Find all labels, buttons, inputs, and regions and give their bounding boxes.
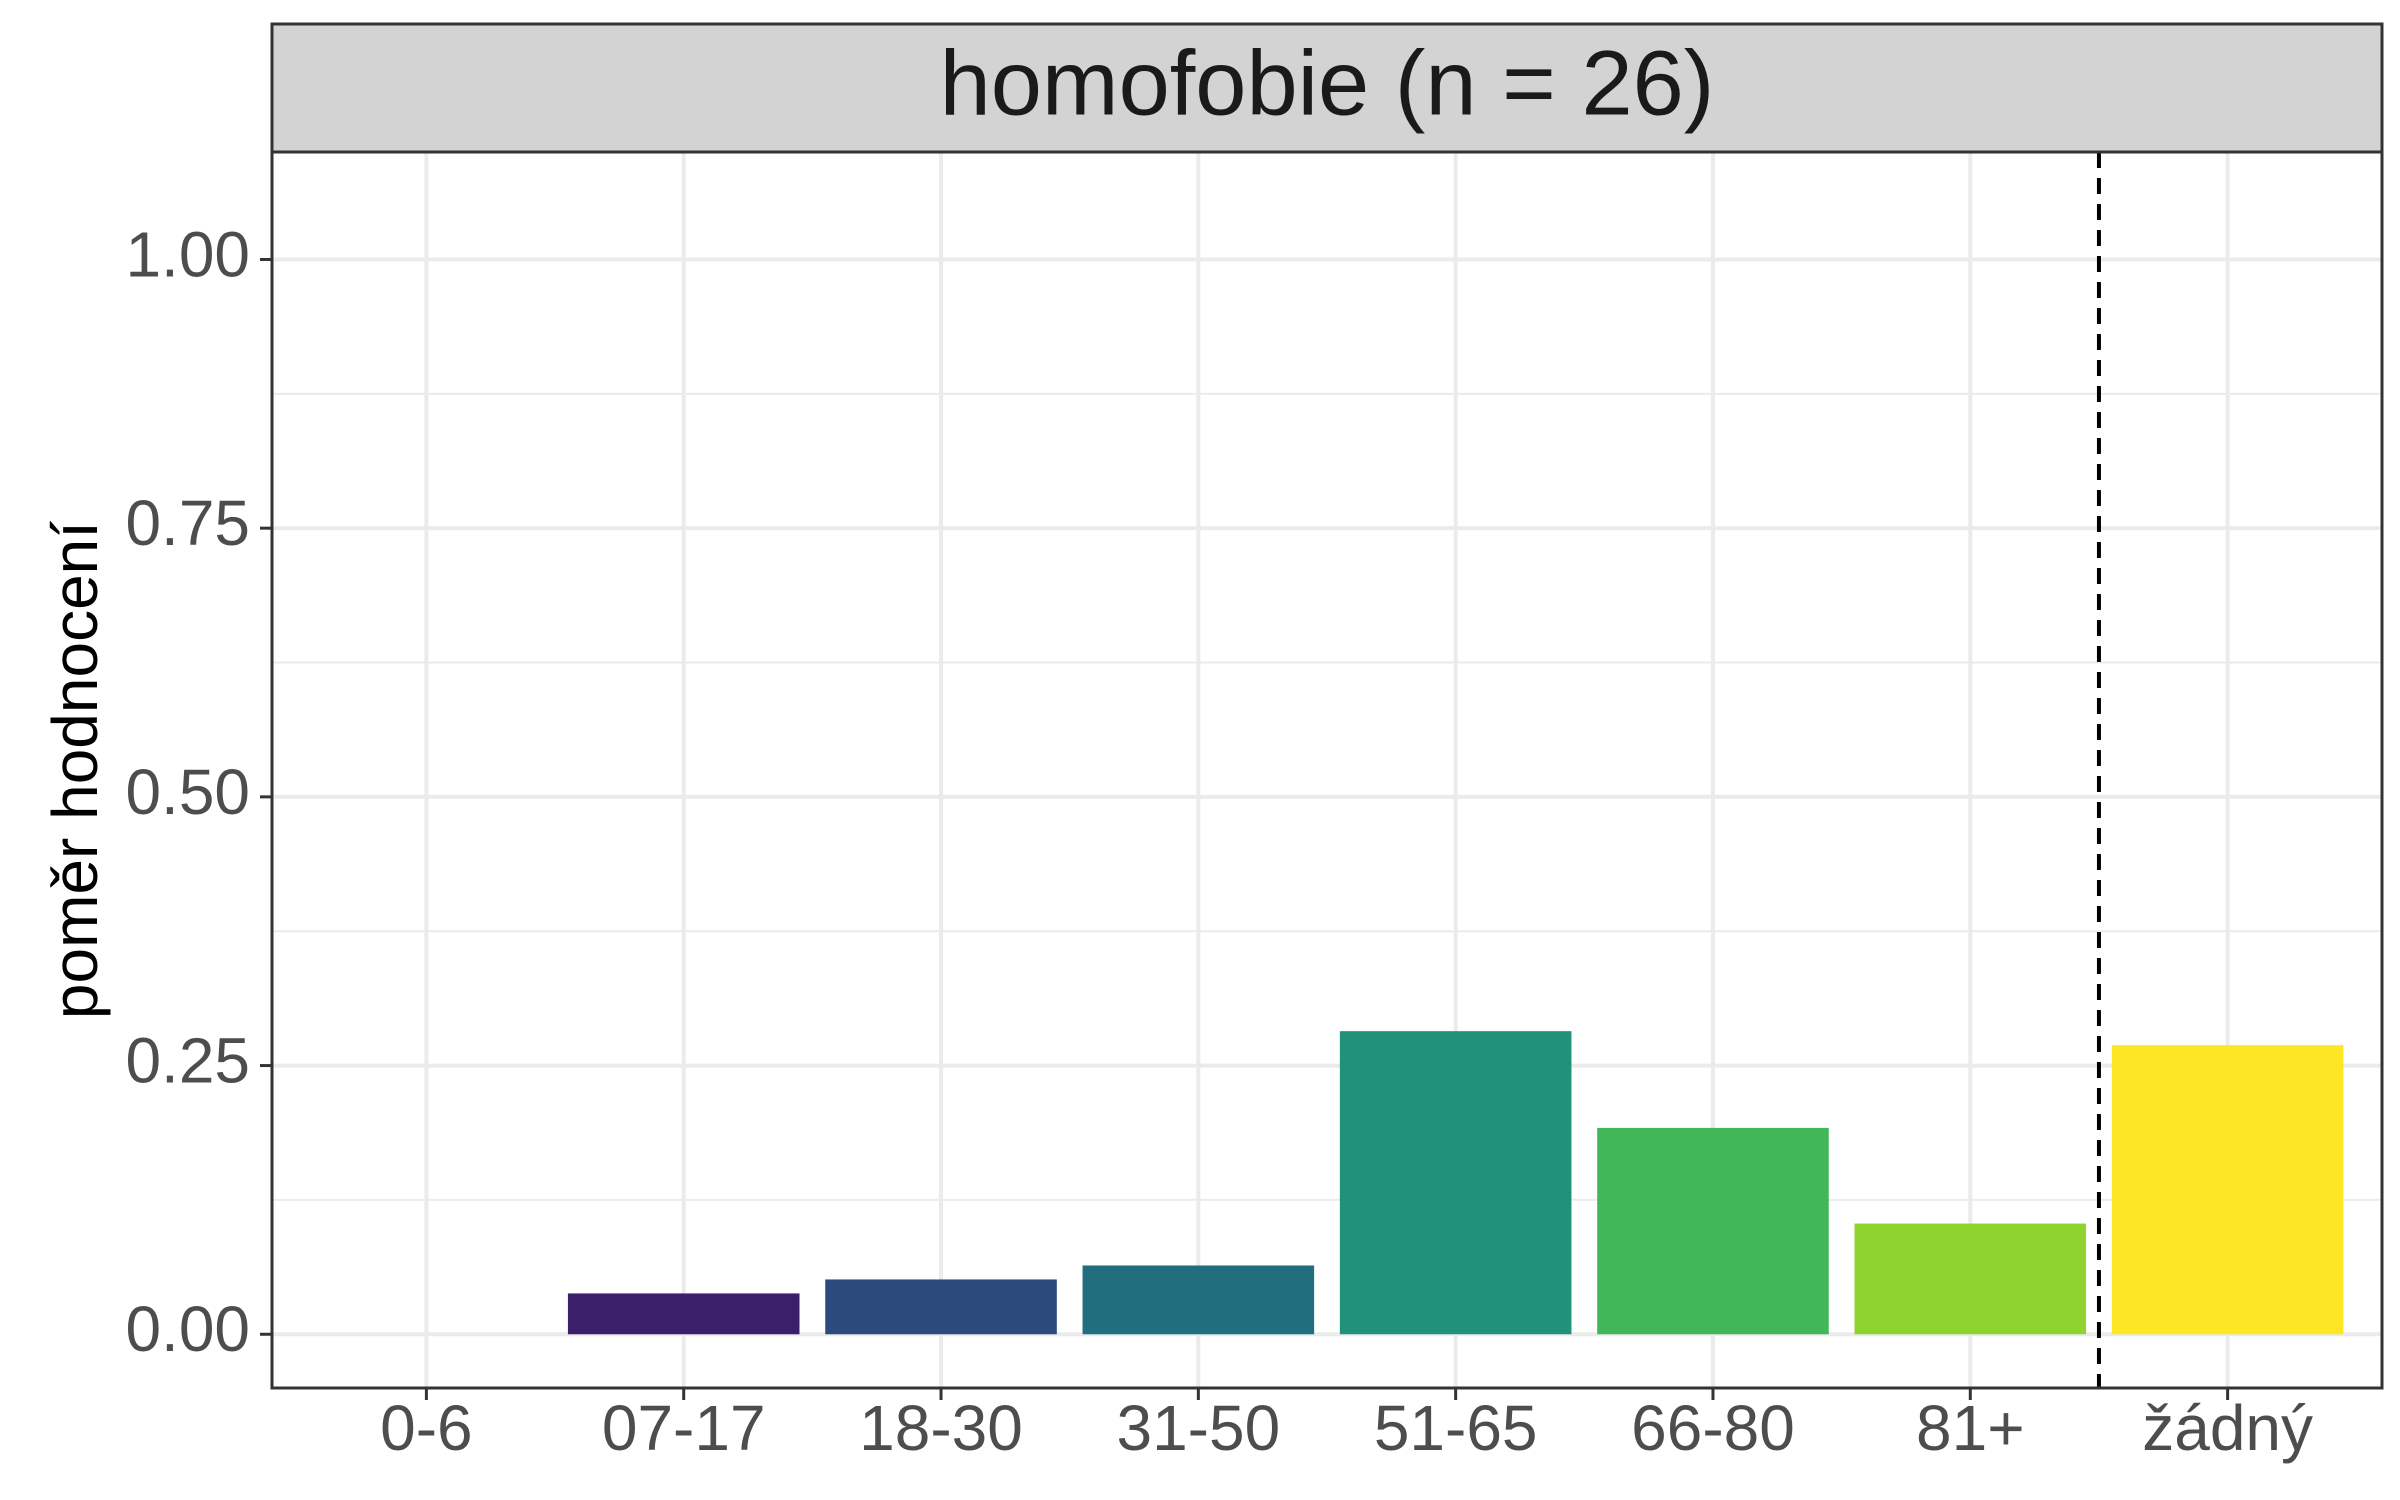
x-tick-label: žádný [2142,1392,2313,1464]
bar-07-17 [567,1293,800,1335]
facet-strip [270,22,2384,154]
chart-title: homofobie (n = 26) [940,32,1715,134]
x-tick-label: 18-30 [859,1392,1023,1464]
x-axis: 0-6 07-17 18-30 31-50 51-65 66-80 81+ žádný [380,1388,2313,1464]
bar-žádný [2111,1045,2344,1335]
y-axis-title: poměr hodnocení [39,521,111,1019]
x-tick-label: 07-17 [602,1392,766,1464]
bars [567,1031,2344,1335]
x-tick-label: 81+ [1916,1392,2025,1464]
x-tick-label: 51-65 [1374,1392,1538,1464]
bar-31-50 [1082,1265,1315,1335]
y-tick-label: 0.50 [125,756,250,828]
major-gridlines [272,152,2382,1388]
plot-panel [272,152,2382,1388]
bar-81+ [1854,1223,2087,1335]
x-tick-label: 31-50 [1116,1392,1280,1464]
bar-18-30 [825,1279,1057,1335]
y-tick-label: 0.00 [125,1293,250,1365]
bar-66-80 [1597,1127,1829,1335]
x-tick-label: 66-80 [1631,1392,1795,1464]
x-tick-label: 0-6 [380,1392,473,1464]
y-tick-label: 0.25 [125,1024,250,1096]
y-axis: 0.00 0.25 0.50 0.75 1.00 [125,218,272,1365]
minor-gridlines [272,392,2382,1201]
y-tick-label: 0.75 [125,487,250,559]
y-tick-label: 1.00 [125,218,250,290]
panel-border [270,150,2384,1390]
bar-51-65 [1339,1031,1572,1335]
